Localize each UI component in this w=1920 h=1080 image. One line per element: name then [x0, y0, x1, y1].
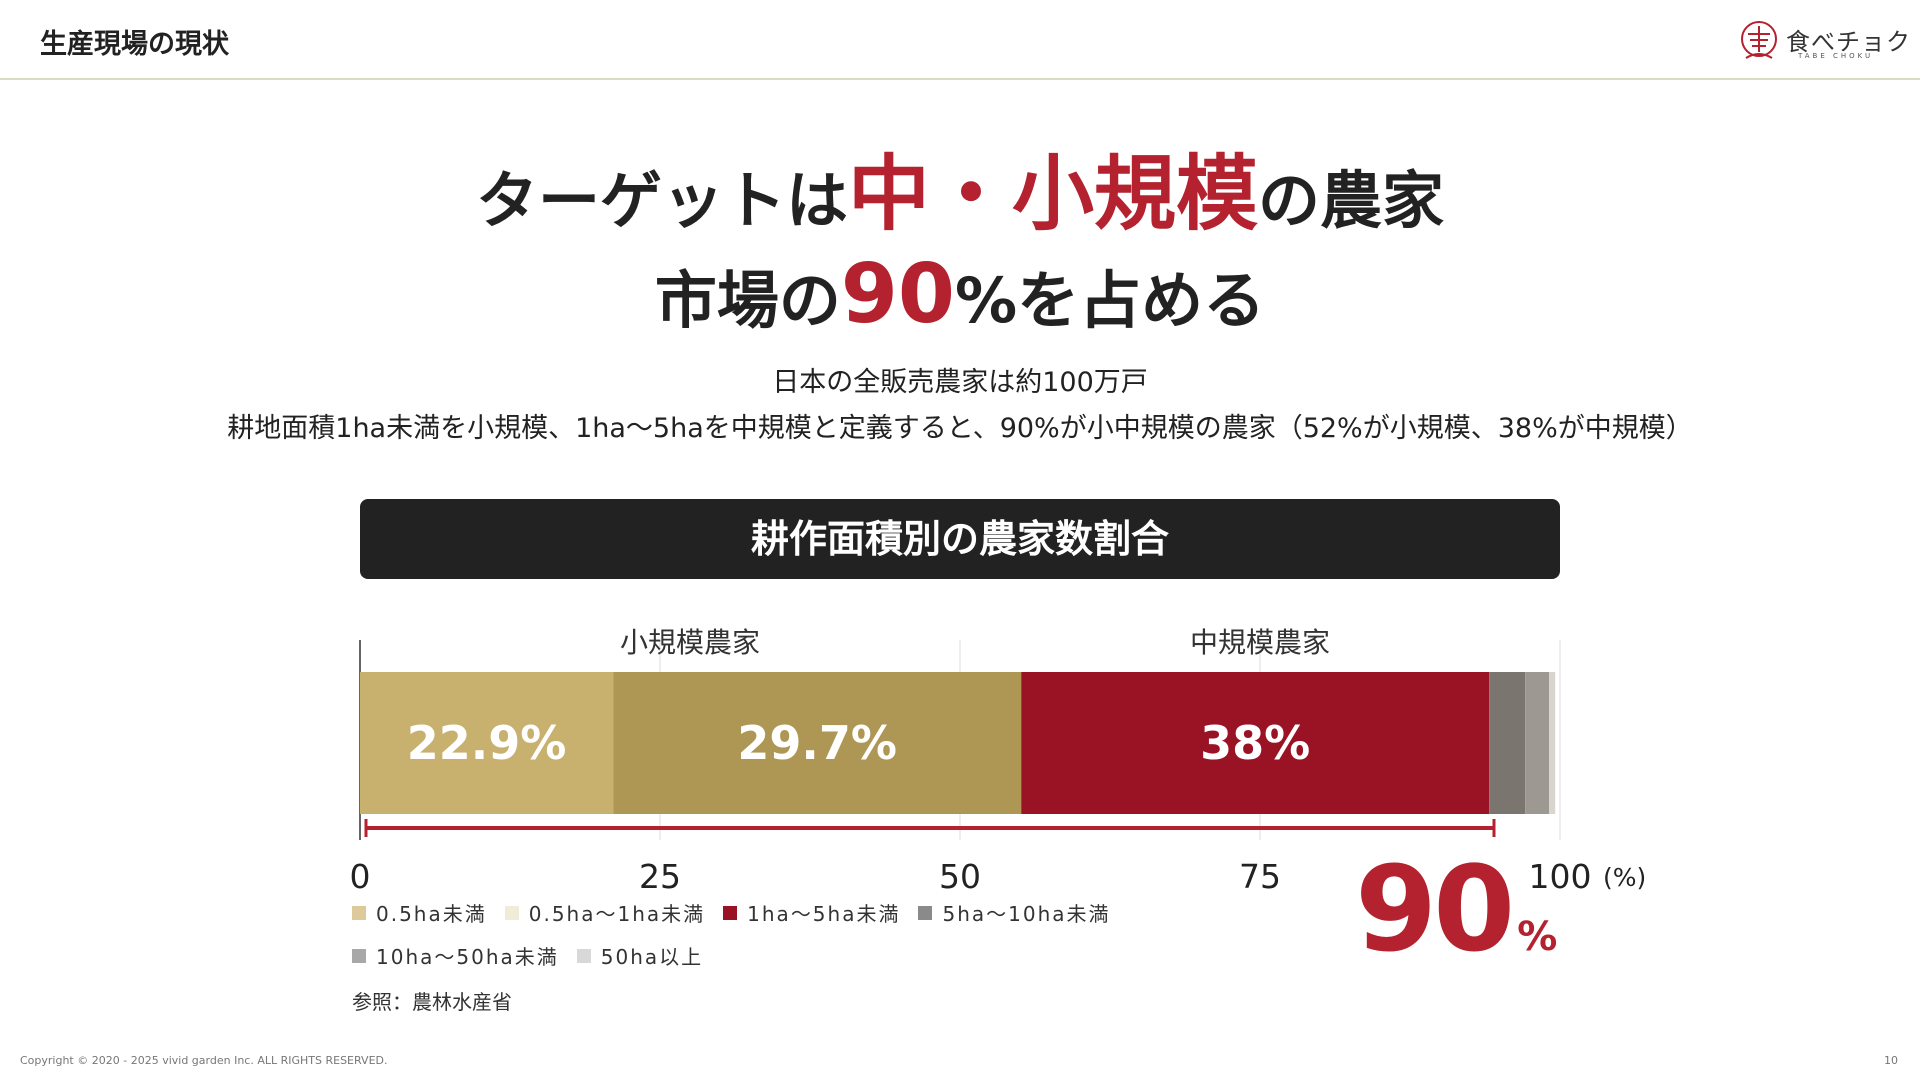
source-note: 参照：農林水産省 [352, 990, 512, 1014]
logo-wordmark: 食べチョク [1786, 28, 1911, 56]
subtext-line-1: 日本の全販売農家は約100万戸 [772, 367, 1148, 398]
headline-line-1: ターゲットは中・小規模の農家 [0, 150, 1920, 246]
x-tick-label: 100 [1529, 857, 1592, 896]
ninety-percent-callout: 90% [1355, 840, 1557, 978]
legend-row: 10ha〜50ha未満 50ha以上 [352, 941, 1132, 970]
data-label: 29.7% [737, 716, 897, 770]
callout-unit: % [1517, 914, 1558, 960]
bar-segment [1549, 672, 1556, 814]
legend-item: 50ha以上 [576, 941, 704, 970]
logo-subtext: TABE CHOKU [1798, 52, 1874, 60]
headline-2-post: %を占める [955, 264, 1266, 337]
legend-label: 0.5ha〜1ha未満 [528, 902, 706, 926]
header-divider [0, 78, 1920, 80]
legend-label: 10ha〜50ha未満 [376, 945, 559, 969]
legend-row: 0.5ha未満 0.5ha〜1ha未満 1ha〜5ha未満 5ha〜10ha未満 [352, 898, 1132, 927]
legend-swatch [723, 905, 738, 920]
legend-item: 10ha〜50ha未満 [352, 941, 559, 970]
chart-legend: 0.5ha未満 0.5ha〜1ha未満 1ha〜5ha未満 5ha〜10ha未満 10… [352, 898, 1132, 984]
legend-swatch [576, 948, 591, 963]
data-label: 22.9% [407, 716, 567, 770]
legend-item: 1ha〜5ha未満 [723, 898, 900, 927]
headline-1-post: の農家 [1258, 164, 1445, 237]
bar-segment [1525, 672, 1550, 814]
legend-label: 50ha以上 [600, 945, 704, 969]
legend-item: 0.5ha〜1ha未満 [504, 898, 706, 927]
bar-segment [613, 672, 1022, 814]
data-label: 38% [1200, 716, 1310, 770]
legend-label: 0.5ha未満 [376, 902, 487, 926]
bar-segment [1021, 672, 1490, 814]
legend-item: 0.5ha未満 [352, 898, 487, 927]
x-tick-label: 0 [350, 857, 371, 896]
x-tick-label: 25 [639, 857, 681, 896]
legend-swatch [504, 905, 519, 920]
legend-label: 1ha〜5ha未満 [747, 902, 901, 926]
subtext-line-2: 耕地面積1ha未満を小規模、1ha〜5haを中規模と定義すると、90%が小中規模… [227, 413, 1693, 444]
brand-logo[interactable]: 食べチョク TABE CHOKU [1738, 18, 1910, 64]
x-tick-label: 50 [939, 857, 981, 896]
page-header-title: 生産現場の現状 [40, 29, 229, 60]
bar-segment [1489, 672, 1526, 814]
group-label: 中規模農家 [1190, 626, 1330, 659]
logo-mark-icon [1741, 21, 1777, 59]
page-number: 10 [1884, 1054, 1898, 1067]
callout-value: 90 [1355, 840, 1515, 978]
chart-title-banner: 耕作面積別の農家数割合 [360, 499, 1560, 579]
headline-1-emphasis: 中・小規模 [847, 147, 1258, 242]
legend-swatch [352, 948, 366, 963]
headline-line-2: 市場の90%を占める [0, 250, 1920, 346]
bar-segment [360, 672, 614, 814]
copyright-text: Copyright © 2020 - 2025 vivid garden Inc… [20, 1054, 388, 1067]
x-tick-label: 75 [1239, 857, 1281, 896]
legend-label: 5ha〜10ha未満 [942, 902, 1111, 926]
legend-item: 5ha〜10ha未満 [918, 898, 1110, 927]
legend-swatch [918, 905, 933, 920]
legend-swatch [352, 905, 366, 920]
x-axis-unit: (%) [1603, 863, 1646, 892]
headline-2-emphasis: 90 [840, 247, 955, 342]
group-label: 小規模農家 [620, 626, 760, 659]
headline-1-pre: ターゲットは [475, 164, 848, 237]
headline-2-pre: 市場の [654, 264, 841, 337]
